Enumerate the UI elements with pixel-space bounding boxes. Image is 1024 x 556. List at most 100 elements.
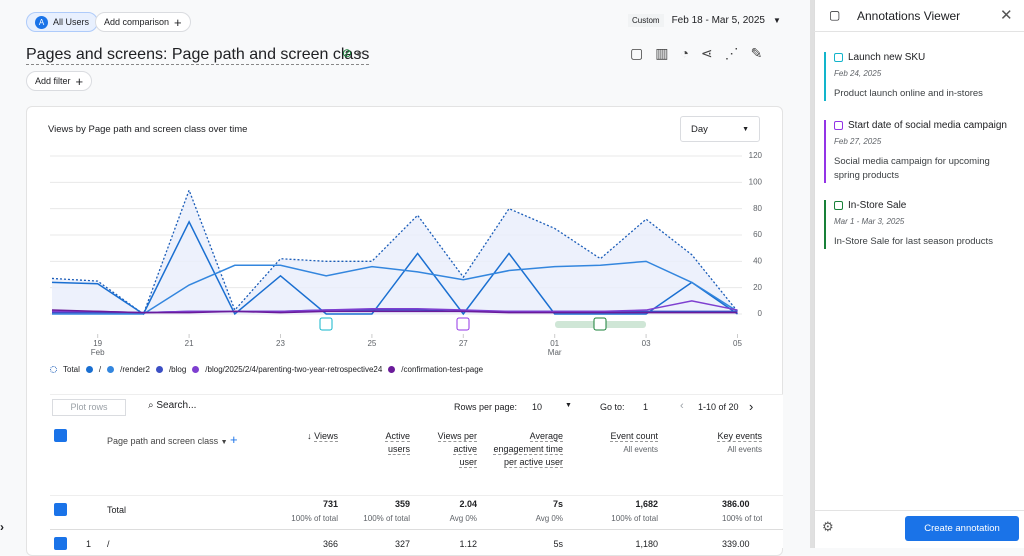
page-range: 1-10 of 20 (698, 402, 739, 412)
annotation-marker[interactable] (319, 317, 333, 331)
segment-label: All Users (53, 17, 90, 27)
prev-page[interactable]: ‹ (680, 400, 684, 412)
total-checkbox[interactable] (54, 503, 67, 516)
annotation-marker[interactable] (456, 317, 470, 331)
annotation-marker[interactable] (593, 317, 607, 331)
y-tick-label: 60 (753, 230, 762, 239)
rows-per-page[interactable]: 10 (532, 402, 543, 412)
toolbar-icons[interactable]: ▢▥◔⋖⋰✎ (630, 45, 775, 61)
table (50, 422, 783, 548)
settings-icon[interactable]: ⚙ (822, 519, 834, 534)
dimension-header[interactable]: Page path and screen class ▼ + (107, 432, 238, 447)
column-label: Average engagement time per active user (493, 431, 563, 468)
annotation-date: Feb 24, 2025 (834, 69, 882, 78)
x-tick-label: 25 (367, 339, 376, 348)
annotation-icon (834, 53, 843, 62)
column-header[interactable]: Average engagement time per active user (493, 430, 563, 469)
select-all-checkbox[interactable] (54, 429, 67, 442)
column-header[interactable]: ↓ Views (298, 430, 338, 443)
close-button[interactable]: ✕ (1000, 7, 1013, 24)
plus-icon: + (75, 73, 84, 89)
annotation-description: In-Store Sale for last season products (834, 236, 993, 247)
column-label: Views (314, 431, 338, 442)
total-sub: Avg 0% (449, 514, 477, 523)
series-line (52, 260, 738, 315)
search[interactable]: ⌕ Search... (148, 400, 197, 411)
row-checkbox[interactable] (54, 537, 67, 550)
legend: Total / /render2/blog/blog/2025/2/4/parent… (50, 365, 483, 374)
annotation-date: Feb 27, 2025 (834, 137, 882, 146)
legend-label[interactable]: / (98, 365, 102, 374)
date-range: Feb 18 - Mar 5, 2025 (671, 15, 765, 26)
date-mode: Custom (628, 14, 664, 27)
column-header[interactable]: Event count All events (578, 430, 658, 456)
column-sub: All events (727, 445, 762, 454)
row-divider (50, 495, 783, 496)
legend-label[interactable]: /blog/2025/2/4/parenting-two-year-retros… (205, 365, 383, 374)
granularity-label: Day (691, 123, 708, 135)
column-label: Views per active user (437, 431, 477, 468)
annotations-panel (814, 0, 1024, 548)
goto-input[interactable]: 1 (643, 402, 649, 412)
total-label: Total (107, 505, 127, 515)
column-sub: All events (623, 445, 658, 454)
column-header[interactable]: Active users (370, 430, 410, 456)
row-value: 327 (394, 539, 410, 549)
total-value: 2.04 (459, 499, 477, 509)
rows-per-page-label: Rows per page: (454, 402, 518, 412)
add-comparison[interactable]: Add comparison + (95, 12, 191, 32)
annotation-item[interactable]: Start date of social media campaign Feb 2… (824, 120, 1014, 183)
segment-icon: A (35, 15, 48, 29)
plus-icon: + (174, 14, 182, 30)
row-value: 1,180 (635, 539, 658, 549)
expand-nav[interactable]: › (0, 520, 4, 534)
legend-swatch (50, 366, 57, 373)
total-sub: 100% of total (611, 514, 658, 523)
total-value: 7s (552, 499, 563, 509)
month-label: Mar (548, 348, 562, 357)
series-line (51, 220, 738, 316)
granularity-select[interactable]: Day ▼ (680, 116, 760, 142)
annotation-title: In-Store Sale (848, 200, 907, 211)
divider (814, 510, 1024, 511)
create-annotation-button[interactable]: Create annotation (905, 516, 1019, 541)
plot-rows[interactable]: Plot rows (52, 399, 126, 416)
total-sub: 100% of total (363, 514, 410, 523)
y-tick-label: 40 (753, 256, 762, 265)
dropdown-arrow: ▼ (565, 402, 572, 409)
x-tick-label: 01 (550, 339, 559, 348)
divider (814, 31, 1024, 32)
chart-title: Views by Page path and screen class over… (48, 124, 248, 135)
legend-label[interactable]: /render2 (120, 365, 150, 374)
x-tick-label: 19 (93, 339, 102, 348)
annotation-item[interactable]: Launch new SKU Feb 24, 2025 Product launch… (824, 52, 1014, 101)
date-picker[interactable]: Custom Feb 18 - Mar 5, 2025 ▼ (628, 14, 781, 27)
total-value: 1,682 (635, 499, 658, 509)
y-tick-label: 20 (753, 283, 762, 292)
annotation-item[interactable]: In-Store Sale Mar 1 - Mar 3, 2025 In-Store… (824, 200, 1014, 249)
add-filter[interactable]: Add filter + (26, 71, 93, 91)
x-tick-label: 21 (185, 339, 194, 348)
legend-label[interactable]: Total (63, 365, 80, 374)
total-sub: 100% of total (291, 514, 338, 523)
legend-label[interactable]: /blog (168, 365, 187, 374)
column-label: Key events (717, 431, 762, 442)
annotation-description: Social media campaign for upcoming sprin… (834, 156, 990, 181)
x-tick-label: 27 (459, 339, 468, 348)
annotation-title: Launch new SKU (848, 52, 926, 63)
panel-icon: ▢ (829, 8, 841, 22)
column-header[interactable]: Key events All events (682, 430, 762, 456)
row-value: 366 (322, 539, 338, 549)
legend-label[interactable]: /confirmation-test-page (401, 365, 484, 374)
series-line (51, 309, 738, 314)
row-path: / (107, 539, 110, 549)
column-label: Active users (385, 431, 410, 455)
next-page[interactable]: › (749, 399, 754, 414)
status-icon[interactable]: ⊘ ▼ (342, 46, 364, 60)
legend-swatch (107, 366, 115, 373)
row-value: 339.00 (722, 539, 750, 549)
dimension-label: Page path and screen class (107, 436, 219, 446)
column-header[interactable]: Views per active user (437, 430, 477, 469)
